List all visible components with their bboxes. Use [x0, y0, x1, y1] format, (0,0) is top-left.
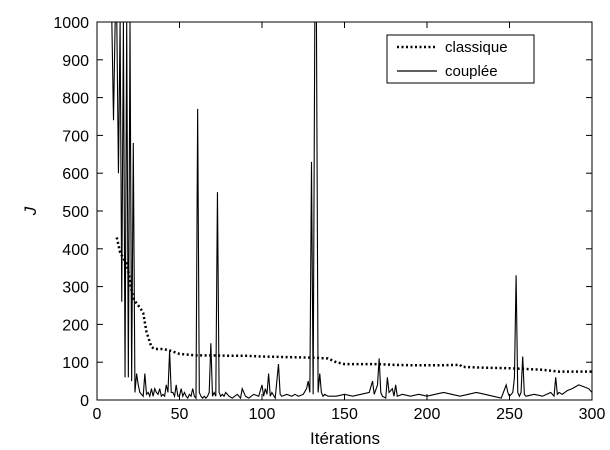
series-line-classique	[115, 237, 592, 373]
y-ticks: 0 100 200 300 400 500 600 700 800 900 1000	[53, 15, 592, 410]
y-tick-label: 700	[62, 128, 89, 145]
x-tick-label: 250	[496, 406, 523, 423]
plot-area	[96, 21, 593, 401]
x-ticks: 0 50 100 150 200 250 300	[93, 22, 606, 423]
y-axis-label: J	[21, 206, 40, 216]
y-tick-label: 300	[62, 280, 89, 297]
x-tick-label: 200	[414, 406, 441, 423]
y-tick-label: 0	[80, 393, 89, 410]
series-layer	[110, 21, 593, 400]
y-tick-label: 600	[62, 166, 89, 183]
y-tick-label: 200	[62, 317, 89, 334]
legend-box	[386, 34, 535, 84]
y-tick-label: 800	[62, 91, 89, 108]
y-tick-label: 1000	[53, 15, 89, 32]
x-tick-label: 300	[579, 406, 606, 423]
legend-label-classique: classique	[445, 39, 508, 56]
y-tick-label: 500	[62, 204, 89, 221]
x-axis-label: Itérations	[310, 429, 380, 448]
series-line-couplee	[110, 21, 593, 400]
x-tick-label: 50	[171, 406, 189, 423]
y-tick-label: 100	[62, 355, 89, 372]
x-tick-label: 100	[249, 406, 276, 423]
legend: classique couplée	[386, 34, 535, 84]
x-tick-label: 0	[93, 406, 102, 423]
y-tick-label: 900	[62, 53, 89, 70]
y-tick-label: 400	[62, 242, 89, 259]
x-tick-label: 150	[331, 406, 358, 423]
legend-label-couplee: couplée	[445, 63, 498, 80]
